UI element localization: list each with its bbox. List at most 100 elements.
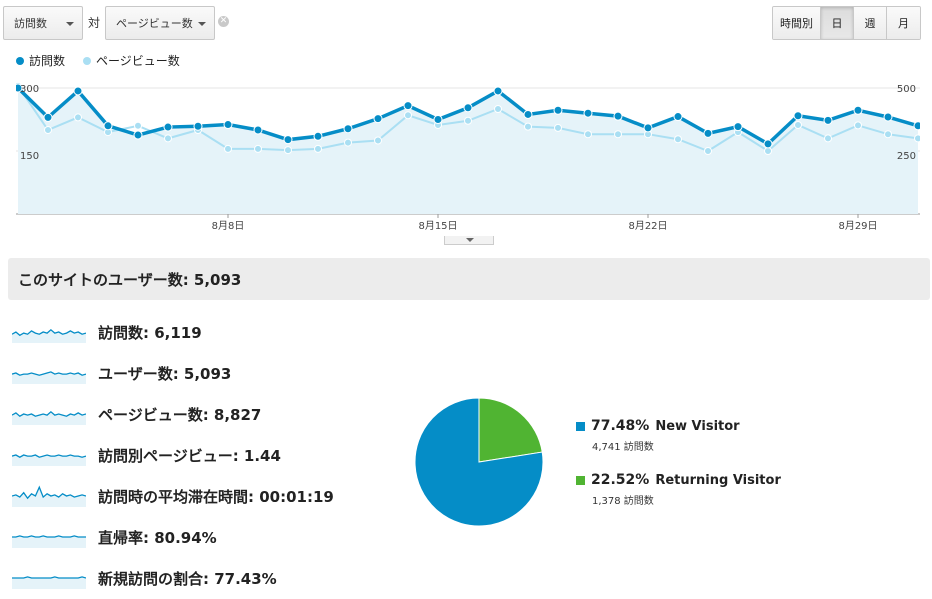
metric-label: 訪問別ページビュー: 1.44 [98,446,281,465]
metric-select-compare[interactable]: ページビュー数 [105,6,215,40]
pageviews-point[interactable] [254,144,262,153]
visits-point[interactable] [853,105,863,115]
pageviews-point[interactable] [164,134,172,143]
metric-row[interactable]: ユーザー数: 5,093 [12,358,372,388]
visits-point[interactable] [43,112,53,122]
pageviews-point[interactable] [584,130,592,139]
visits-point[interactable] [403,101,413,111]
metric-row[interactable]: 訪問数: 6,119 [12,317,372,347]
visits-point[interactable] [313,131,323,141]
granularity-month-button[interactable]: 月 [887,7,920,39]
pageviews-point[interactable] [464,116,472,125]
pageviews-point[interactable] [794,120,802,129]
pageviews-point[interactable] [284,146,292,155]
pageviews-point[interactable] [494,105,502,113]
visits-point[interactable] [763,139,773,149]
pageviews-point[interactable] [314,144,322,153]
visits-point[interactable] [493,86,503,96]
visits-point[interactable] [133,130,143,140]
visits-point[interactable] [703,128,713,138]
pageviews-point[interactable] [404,111,412,120]
granularity-week-button[interactable]: 週 [854,7,887,39]
new-visitor-count: 4,741 訪問数 [592,442,654,453]
pageviews-point[interactable] [614,130,622,139]
sparkline [12,328,86,343]
pageviews-point[interactable] [344,138,352,147]
pageviews-point[interactable] [704,147,712,155]
y-axis-left-tick: 150 [20,151,39,162]
metric-row[interactable]: 訪問時の平均滞在時間: 00:01:19 [12,481,372,511]
pageviews-point[interactable] [224,144,232,153]
visits-point[interactable] [73,86,83,96]
visits-point[interactable] [733,122,743,132]
visits-point[interactable] [223,120,233,130]
metric-select-primary[interactable]: 訪問数 [3,6,83,40]
visits-point[interactable] [583,108,593,118]
metric-label: 訪問時の平均滞在時間: 00:01:19 [98,487,334,506]
sparkline [12,410,86,425]
visits-point[interactable] [553,105,563,115]
visits-point[interactable] [283,135,293,145]
visits-point[interactable] [613,111,623,121]
granularity-day-button[interactable]: 日 [821,7,854,39]
y-axis-right-tick: 250 [897,151,916,162]
pie-slice-new-visitor[interactable] [414,397,544,527]
sparkline-line [12,535,86,538]
visits-point[interactable] [253,125,263,135]
metric-label: 訪問数: 6,119 [98,323,202,342]
timeline-chart: 300 150 500 250 8月8日 8月15日 8月22日 8月29日 [16,80,921,232]
pageviews-point[interactable] [884,130,892,139]
pageviews-point[interactable] [134,121,142,130]
visits-point[interactable] [343,124,353,134]
legend-item-pageviews[interactable]: ページビュー数 [83,52,180,69]
y-axis-left-tick: 300 [20,84,39,95]
pageviews-point[interactable] [44,126,52,134]
visits-point[interactable] [163,122,173,132]
visits-point[interactable] [463,103,473,113]
legend-item-visits[interactable]: 訪問数 [16,52,65,69]
metric-label: ユーザー数: 5,093 [98,364,232,383]
pageviews-point[interactable] [74,113,82,122]
visits-point[interactable] [103,121,113,131]
visits-point[interactable] [913,121,920,131]
sparkline-area [12,576,86,589]
visitor-type-pie-chart [414,397,544,527]
sparkline [12,576,86,589]
visits-point[interactable] [823,115,833,125]
sparkline-line [12,576,86,579]
sparkline-area [12,487,86,507]
new-visitor-label: New Visitor [655,418,740,434]
chart-collapse-toggle[interactable] [444,236,494,245]
visits-point[interactable] [643,123,653,133]
visits-point[interactable] [523,109,533,119]
pie-slice-returning-visitor[interactable] [478,397,543,463]
pageviews-point[interactable] [674,135,682,144]
metric-row[interactable]: 新規訪問の割合: 77.43% [12,563,372,593]
pageviews-point[interactable] [914,134,921,143]
sparkline-line [12,485,86,500]
visits-point[interactable] [673,112,683,122]
visits-area [18,88,918,214]
visits-point[interactable] [433,115,443,124]
pageviews-point[interactable] [554,123,562,132]
visits-point[interactable] [16,83,23,93]
close-icon[interactable]: ✕ [218,16,229,27]
metric-row[interactable]: 直帰率: 80.94% [12,522,372,552]
versus-label: 対 [88,16,101,30]
granularity-hourly-button[interactable]: 時間別 [773,7,821,39]
sparkline-area [12,371,86,384]
visits-point[interactable] [883,112,893,122]
pageviews-point[interactable] [824,134,832,143]
visits-point[interactable] [793,111,803,121]
visits-point[interactable] [373,114,383,124]
pageviews-point[interactable] [374,136,382,145]
sparkline-area [12,455,86,466]
pageviews-point[interactable] [854,121,862,130]
pageviews-point[interactable] [524,122,532,131]
metric-row[interactable]: ページビュー数: 8,827 [12,399,372,429]
legend-dot-visits [16,56,24,65]
users-summary-header: このサイトのユーザー数: 5,093 [8,258,930,300]
metric-row[interactable]: 訪問別ページビュー: 1.44 [12,440,372,470]
visits-point[interactable] [193,121,203,131]
pageviews-point[interactable] [764,147,772,155]
